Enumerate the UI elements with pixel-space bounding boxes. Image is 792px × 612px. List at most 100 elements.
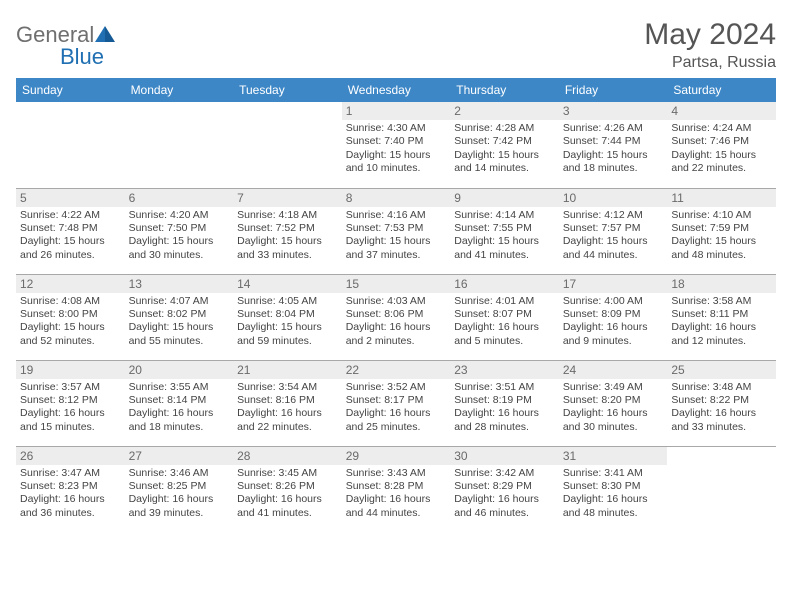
calendar-day-cell: 24 Sunrise: 3:49 AMSunset: 8:20 PMDayligh…: [559, 360, 668, 446]
day-number: 30: [450, 447, 559, 465]
calendar-day-cell: 5 Sunrise: 4:22 AMSunset: 7:48 PMDaylight…: [16, 188, 125, 274]
calendar-day-cell: 9Sunrise: 4:14 AMSunset: 7:55 PMDaylight…: [450, 188, 559, 274]
month-title: May 2024: [644, 18, 776, 52]
calendar-day-cell: 26 Sunrise: 3:47 AMSunset: 8:23 PMDayligh…: [16, 446, 125, 532]
day-info: Sunrise: 3:55 AMSunset: 8:14 PMDaylight:…: [129, 381, 230, 435]
calendar-day-cell: 13Sunrise: 4:07 AMSunset: 8:02 PMDayligh…: [125, 274, 234, 360]
calendar-day-cell: 12 Sunrise: 4:08 AMSunset: 8:00 PMDayligh…: [16, 274, 125, 360]
day-number: 1: [342, 102, 451, 120]
day-number: 11: [667, 189, 776, 207]
day-number: 6: [125, 189, 234, 207]
calendar-day-cell: [16, 102, 125, 188]
calendar-day-cell: 15 Sunrise: 4:03 AMSunset: 8:06 PMDayligh…: [342, 274, 451, 360]
logo-sail-icon: [95, 24, 117, 42]
calendar-day-cell: 22Sunrise: 3:52 AMSunset: 8:17 PMDayligh…: [342, 360, 451, 446]
day-number: 23: [450, 361, 559, 379]
day-info: Sunrise: 3:51 AMSunset: 8:19 PMDaylight:…: [454, 381, 555, 435]
calendar-week-row: 26 Sunrise: 3:47 AMSunset: 8:23 PMDayligh…: [16, 446, 776, 532]
calendar-day-cell: 2Sunrise: 4:28 AMSunset: 7:42 PMDaylight…: [450, 102, 559, 188]
day-info: Sunrise: 4:14 AMSunset: 7:55 PMDaylight:…: [454, 209, 555, 263]
day-info: Sunrise: 4:30 AMSunset: 7:40 PMDaylight:…: [346, 122, 447, 176]
day-number: 31: [559, 447, 668, 465]
day-info: Sunrise: 4:16 AMSunset: 7:53 PMDaylight:…: [346, 209, 447, 263]
day-number: 26: [16, 447, 125, 465]
day-number: 14: [233, 275, 342, 293]
day-number: 21: [233, 361, 342, 379]
header: GeneralBlue May 2024 Partsa, Russia: [16, 18, 776, 72]
calendar-day-cell: [667, 446, 776, 532]
calendar-day-cell: 7 Sunrise: 4:18 AMSunset: 7:52 PMDaylight…: [233, 188, 342, 274]
day-info: Sunrise: 4:26 AMSunset: 7:44 PMDaylight:…: [563, 122, 664, 176]
calendar-day-cell: 17 Sunrise: 4:00 AMSunset: 8:09 PMDayligh…: [559, 274, 668, 360]
day-info: Sunrise: 4:18 AMSunset: 7:52 PMDaylight:…: [237, 209, 338, 263]
day-info: Sunrise: 3:49 AMSunset: 8:20 PMDaylight:…: [563, 381, 664, 435]
title-block: May 2024 Partsa, Russia: [644, 18, 776, 72]
day-number: 25: [667, 361, 776, 379]
day-info: Sunrise: 3:58 AMSunset: 8:11 PMDaylight:…: [671, 295, 772, 349]
day-info: Sunrise: 4:03 AMSunset: 8:06 PMDaylight:…: [346, 295, 447, 349]
calendar-day-cell: 14 Sunrise: 4:05 AMSunset: 8:04 PMDayligh…: [233, 274, 342, 360]
calendar-day-cell: 25Sunrise: 3:48 AMSunset: 8:22 PMDayligh…: [667, 360, 776, 446]
calendar-week-row: 19Sunrise: 3:57 AMSunset: 8:12 PMDayligh…: [16, 360, 776, 446]
calendar-table: SundayMondayTuesdayWednesdayThursdayFrid…: [16, 78, 776, 532]
day-number: 16: [450, 275, 559, 293]
day-info: Sunrise: 3:41 AMSunset: 8:30 PMDaylight:…: [563, 467, 664, 521]
day-info: Sunrise: 3:54 AMSunset: 8:16 PMDaylight:…: [237, 381, 338, 435]
calendar-day-cell: 8 Sunrise: 4:16 AMSunset: 7:53 PMDaylight…: [342, 188, 451, 274]
day-number: 7: [233, 189, 342, 207]
calendar-week-row: 12 Sunrise: 4:08 AMSunset: 8:00 PMDayligh…: [16, 274, 776, 360]
calendar-day-cell: 16 Sunrise: 4:01 AMSunset: 8:07 PMDayligh…: [450, 274, 559, 360]
day-info: Sunrise: 4:24 AMSunset: 7:46 PMDaylight:…: [671, 122, 772, 176]
day-number: 5: [16, 189, 125, 207]
calendar-day-cell: 6 Sunrise: 4:20 AMSunset: 7:50 PMDaylight…: [125, 188, 234, 274]
calendar-day-cell: 31 Sunrise: 3:41 AMSunset: 8:30 PMDayligh…: [559, 446, 668, 532]
calendar-day-cell: 4Sunrise: 4:24 AMSunset: 7:46 PMDaylight…: [667, 102, 776, 188]
weekday-header: Monday: [125, 78, 234, 102]
calendar-day-cell: [233, 102, 342, 188]
calendar-day-cell: 30 Sunrise: 3:42 AMSunset: 8:29 PMDayligh…: [450, 446, 559, 532]
day-info: Sunrise: 3:45 AMSunset: 8:26 PMDaylight:…: [237, 467, 338, 521]
day-info: Sunrise: 3:46 AMSunset: 8:25 PMDaylight:…: [129, 467, 230, 521]
day-info: Sunrise: 4:01 AMSunset: 8:07 PMDaylight:…: [454, 295, 555, 349]
calendar-day-cell: 19Sunrise: 3:57 AMSunset: 8:12 PMDayligh…: [16, 360, 125, 446]
day-info: Sunrise: 3:42 AMSunset: 8:29 PMDaylight:…: [454, 467, 555, 521]
weekday-header-row: SundayMondayTuesdayWednesdayThursdayFrid…: [16, 78, 776, 102]
day-info: Sunrise: 4:10 AMSunset: 7:59 PMDaylight:…: [671, 209, 772, 263]
calendar-body: 1 Sunrise: 4:30 AMSunset: 7:40 PMDaylight…: [16, 102, 776, 532]
calendar-day-cell: [125, 102, 234, 188]
day-info: Sunrise: 4:05 AMSunset: 8:04 PMDaylight:…: [237, 295, 338, 349]
weekday-header: Tuesday: [233, 78, 342, 102]
calendar-day-cell: 20Sunrise: 3:55 AMSunset: 8:14 PMDayligh…: [125, 360, 234, 446]
calendar-day-cell: 29Sunrise: 3:43 AMSunset: 8:28 PMDayligh…: [342, 446, 451, 532]
day-info: Sunrise: 3:47 AMSunset: 8:23 PMDaylight:…: [20, 467, 121, 521]
day-info: Sunrise: 4:08 AMSunset: 8:00 PMDaylight:…: [20, 295, 121, 349]
day-number: 12: [16, 275, 125, 293]
calendar-day-cell: 21 Sunrise: 3:54 AMSunset: 8:16 PMDayligh…: [233, 360, 342, 446]
day-number: 13: [125, 275, 234, 293]
weekday-header: Sunday: [16, 78, 125, 102]
weekday-header: Thursday: [450, 78, 559, 102]
day-number: 27: [125, 447, 234, 465]
day-info: Sunrise: 4:00 AMSunset: 8:09 PMDaylight:…: [563, 295, 664, 349]
calendar-day-cell: 28 Sunrise: 3:45 AMSunset: 8:26 PMDayligh…: [233, 446, 342, 532]
weekday-header: Saturday: [667, 78, 776, 102]
day-info: Sunrise: 4:20 AMSunset: 7:50 PMDaylight:…: [129, 209, 230, 263]
calendar-day-cell: 10Sunrise: 4:12 AMSunset: 7:57 PMDayligh…: [559, 188, 668, 274]
day-number: 3: [559, 102, 668, 120]
calendar-day-cell: 18Sunrise: 3:58 AMSunset: 8:11 PMDayligh…: [667, 274, 776, 360]
day-info: Sunrise: 4:28 AMSunset: 7:42 PMDaylight:…: [454, 122, 555, 176]
day-number: 24: [559, 361, 668, 379]
calendar-week-row: 1 Sunrise: 4:30 AMSunset: 7:40 PMDaylight…: [16, 102, 776, 188]
day-number: 8: [342, 189, 451, 207]
day-info: Sunrise: 3:43 AMSunset: 8:28 PMDaylight:…: [346, 467, 447, 521]
day-number: 28: [233, 447, 342, 465]
calendar-day-cell: 23 Sunrise: 3:51 AMSunset: 8:19 PMDayligh…: [450, 360, 559, 446]
day-info: Sunrise: 3:57 AMSunset: 8:12 PMDaylight:…: [20, 381, 121, 435]
calendar-day-cell: 3 Sunrise: 4:26 AMSunset: 7:44 PMDaylight…: [559, 102, 668, 188]
logo-text-blue: Blue: [60, 44, 104, 69]
day-number: 17: [559, 275, 668, 293]
calendar-day-cell: 27 Sunrise: 3:46 AMSunset: 8:25 PMDayligh…: [125, 446, 234, 532]
day-info: Sunrise: 4:22 AMSunset: 7:48 PMDaylight:…: [20, 209, 121, 263]
calendar-day-cell: 11 Sunrise: 4:10 AMSunset: 7:59 PMDayligh…: [667, 188, 776, 274]
day-number: 15: [342, 275, 451, 293]
